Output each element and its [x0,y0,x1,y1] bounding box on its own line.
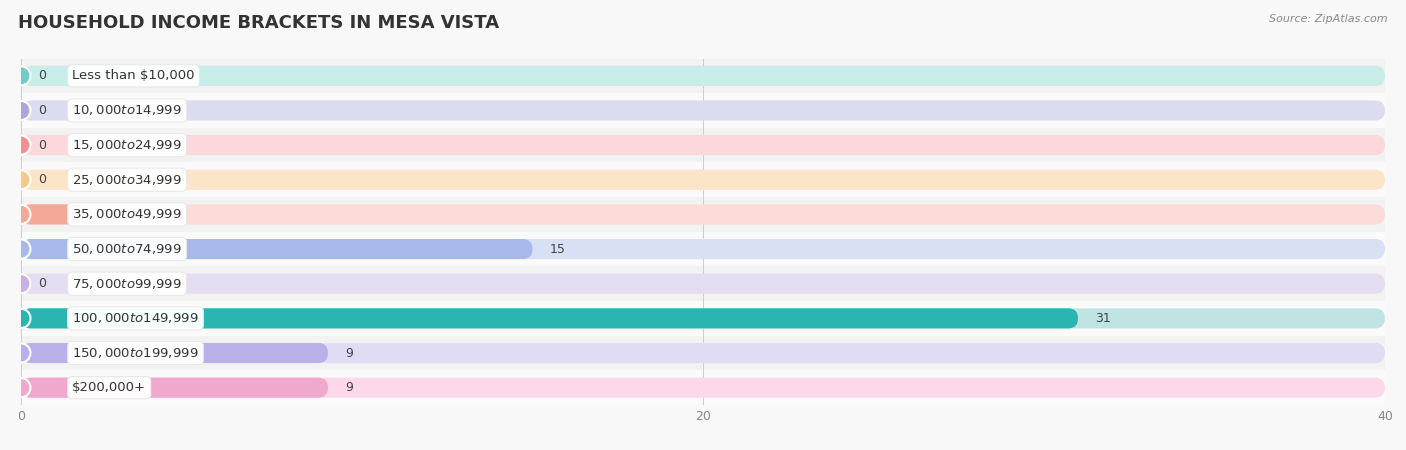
Text: 0: 0 [38,277,46,290]
Bar [21,58,1385,93]
Text: 0: 0 [38,69,46,82]
FancyBboxPatch shape [21,135,1385,155]
Text: $75,000 to $99,999: $75,000 to $99,999 [72,277,181,291]
Text: 0: 0 [38,173,46,186]
FancyBboxPatch shape [21,170,1385,190]
Bar [21,370,1385,405]
Text: 0: 0 [38,139,46,152]
FancyBboxPatch shape [21,308,1078,328]
Circle shape [11,378,31,397]
Circle shape [11,66,31,86]
FancyBboxPatch shape [21,378,1385,398]
Text: $200,000+: $200,000+ [72,381,146,394]
Text: HOUSEHOLD INCOME BRACKETS IN MESA VISTA: HOUSEHOLD INCOME BRACKETS IN MESA VISTA [18,14,499,32]
FancyBboxPatch shape [21,239,1385,259]
Circle shape [11,343,31,363]
Text: $100,000 to $149,999: $100,000 to $149,999 [72,311,198,325]
Text: 31: 31 [1095,312,1111,325]
Text: Less than $10,000: Less than $10,000 [72,69,195,82]
Text: $25,000 to $34,999: $25,000 to $34,999 [72,173,181,187]
Text: 9: 9 [344,346,353,360]
Circle shape [11,101,31,120]
Text: 0: 0 [38,104,46,117]
Bar [21,232,1385,266]
Bar [21,336,1385,370]
Text: Source: ZipAtlas.com: Source: ZipAtlas.com [1270,14,1388,23]
FancyBboxPatch shape [21,274,1385,294]
Text: 15: 15 [550,243,565,256]
Text: 2: 2 [107,208,114,221]
Bar [21,128,1385,162]
FancyBboxPatch shape [21,204,1385,225]
FancyBboxPatch shape [21,343,1385,363]
FancyBboxPatch shape [21,100,1385,121]
Bar [21,301,1385,336]
Bar [21,266,1385,301]
Circle shape [11,170,31,189]
FancyBboxPatch shape [21,308,1385,328]
Text: $35,000 to $49,999: $35,000 to $49,999 [72,207,181,221]
Circle shape [11,309,31,328]
Circle shape [11,205,31,224]
Text: 9: 9 [344,381,353,394]
Bar [21,162,1385,197]
FancyBboxPatch shape [21,378,328,398]
Text: $150,000 to $199,999: $150,000 to $199,999 [72,346,198,360]
Text: $50,000 to $74,999: $50,000 to $74,999 [72,242,181,256]
FancyBboxPatch shape [21,66,1385,86]
Bar [21,197,1385,232]
Text: $15,000 to $24,999: $15,000 to $24,999 [72,138,181,152]
Circle shape [11,239,31,259]
FancyBboxPatch shape [21,239,533,259]
Bar [21,93,1385,128]
Circle shape [11,274,31,293]
Circle shape [11,135,31,155]
FancyBboxPatch shape [21,204,90,225]
FancyBboxPatch shape [21,343,328,363]
Text: $10,000 to $14,999: $10,000 to $14,999 [72,104,181,117]
